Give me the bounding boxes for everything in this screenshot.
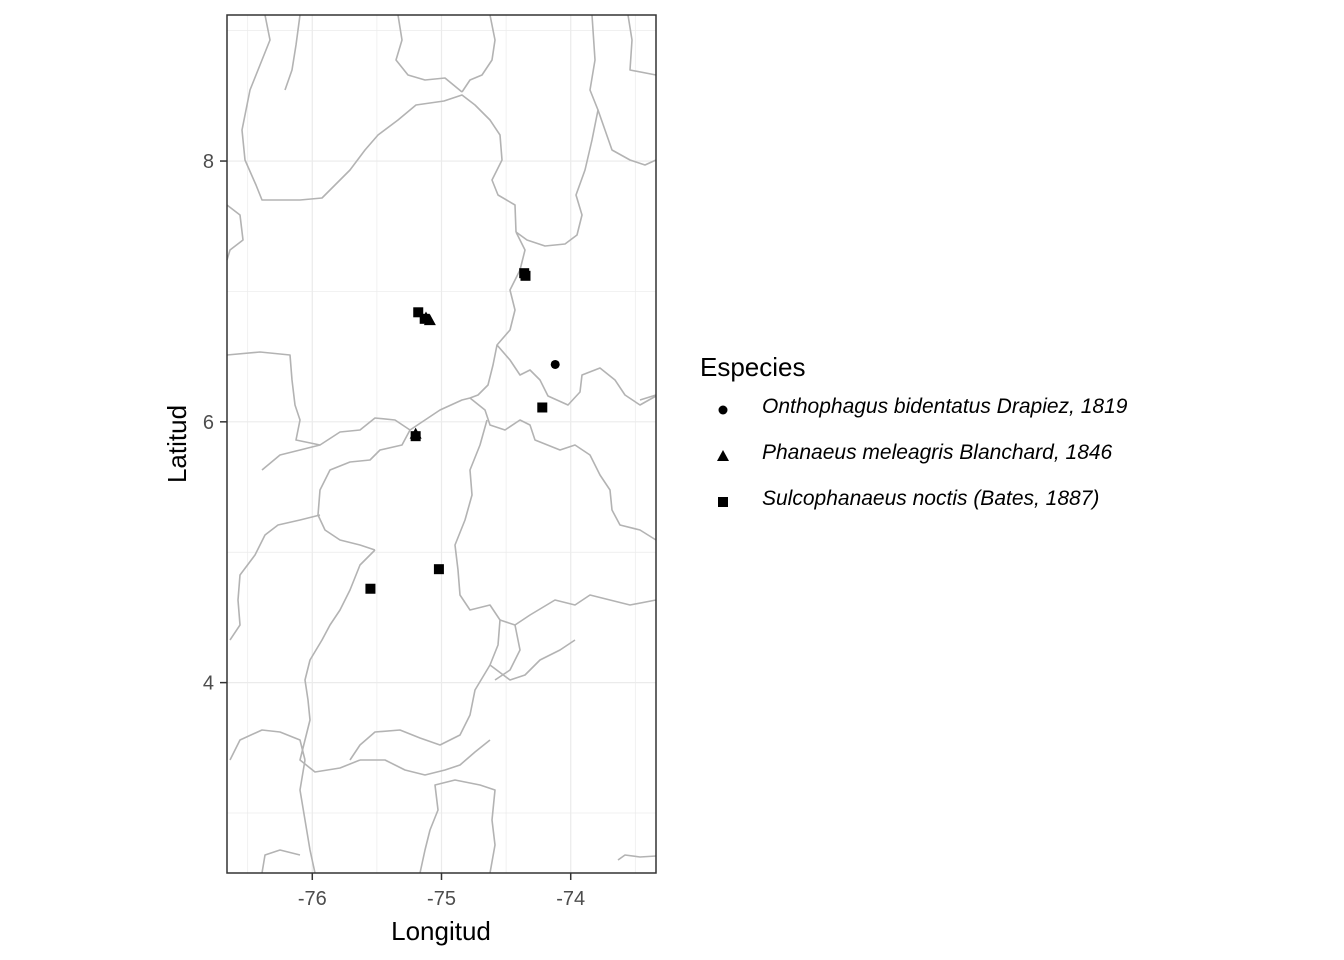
boundary-line — [461, 14, 496, 93]
point-square — [537, 402, 548, 413]
grid-lines — [227, 15, 656, 873]
boundary-line — [409, 397, 471, 431]
boundary-line — [229, 729, 306, 761]
data-points — [365, 268, 560, 594]
point-square — [419, 313, 430, 324]
y-tick-label: 8 — [203, 151, 214, 173]
boundary-line — [299, 549, 376, 773]
boundary-line — [229, 514, 321, 641]
boundary-line — [617, 854, 657, 861]
triangle-marker-icon — [717, 450, 729, 461]
boundary-line — [349, 419, 501, 761]
boundary-line — [639, 394, 657, 401]
boundary-line — [241, 14, 517, 233]
boundary-line — [299, 759, 316, 874]
y-axis-ticks: 4 6 8 — [203, 151, 227, 695]
boundary-line — [261, 849, 301, 874]
square-marker-icon — [718, 497, 728, 507]
boundary-line — [226, 204, 244, 261]
boundary-lines — [226, 14, 657, 874]
boundary-line — [489, 639, 576, 681]
point-square — [519, 268, 530, 279]
boundary-line — [515, 14, 599, 247]
boundary-line — [317, 429, 411, 551]
boundary-line — [469, 231, 526, 399]
legend-label: Sulcophanaeus noctis (Bates, 1887) — [762, 487, 1100, 510]
boundary-line — [627, 14, 657, 76]
x-axis-label: Longitud — [391, 916, 491, 946]
boundary-line — [360, 739, 491, 776]
circle-marker-icon — [718, 405, 728, 415]
x-tick-label: -74 — [556, 888, 585, 910]
boundary-line — [499, 594, 657, 626]
legend-title: Especies — [700, 352, 806, 382]
boundary-line — [284, 14, 301, 91]
boundary-line — [469, 397, 657, 541]
boundary-line — [496, 344, 657, 406]
boundary-line — [597, 109, 657, 166]
point-square — [413, 307, 424, 318]
point-square — [410, 431, 421, 442]
boundary-line — [261, 444, 321, 471]
y-tick-label: 4 — [203, 673, 214, 695]
legend: Especies Onthophagus bidentatus Drapiez,… — [700, 352, 1127, 539]
point-square — [433, 564, 444, 575]
y-axis-label: Latitud — [162, 405, 192, 483]
boundary-line — [226, 351, 411, 446]
legend-label: Phanaeus meleagris Blanchard, 1846 — [762, 441, 1113, 464]
legend-item-onthophagus: Onthophagus bidentatus Drapiez, 1819 — [700, 395, 1127, 447]
boundary-line — [395, 14, 463, 93]
x-tick-label: -75 — [427, 888, 456, 910]
point-square — [365, 583, 376, 594]
boundary-line — [419, 779, 496, 874]
legend-label: Onthophagus bidentatus Drapiez, 1819 — [762, 395, 1128, 418]
legend-item-sulcophanaeus: Sulcophanaeus noctis (Bates, 1887) — [700, 487, 1099, 539]
x-tick-label: -76 — [298, 888, 327, 910]
y-tick-label: 6 — [203, 412, 214, 434]
point-circle — [550, 359, 560, 369]
x-axis-ticks: -76 -75 -74 — [298, 873, 585, 910]
legend-item-phanaeus: Phanaeus meleagris Blanchard, 1846 — [700, 441, 1112, 493]
